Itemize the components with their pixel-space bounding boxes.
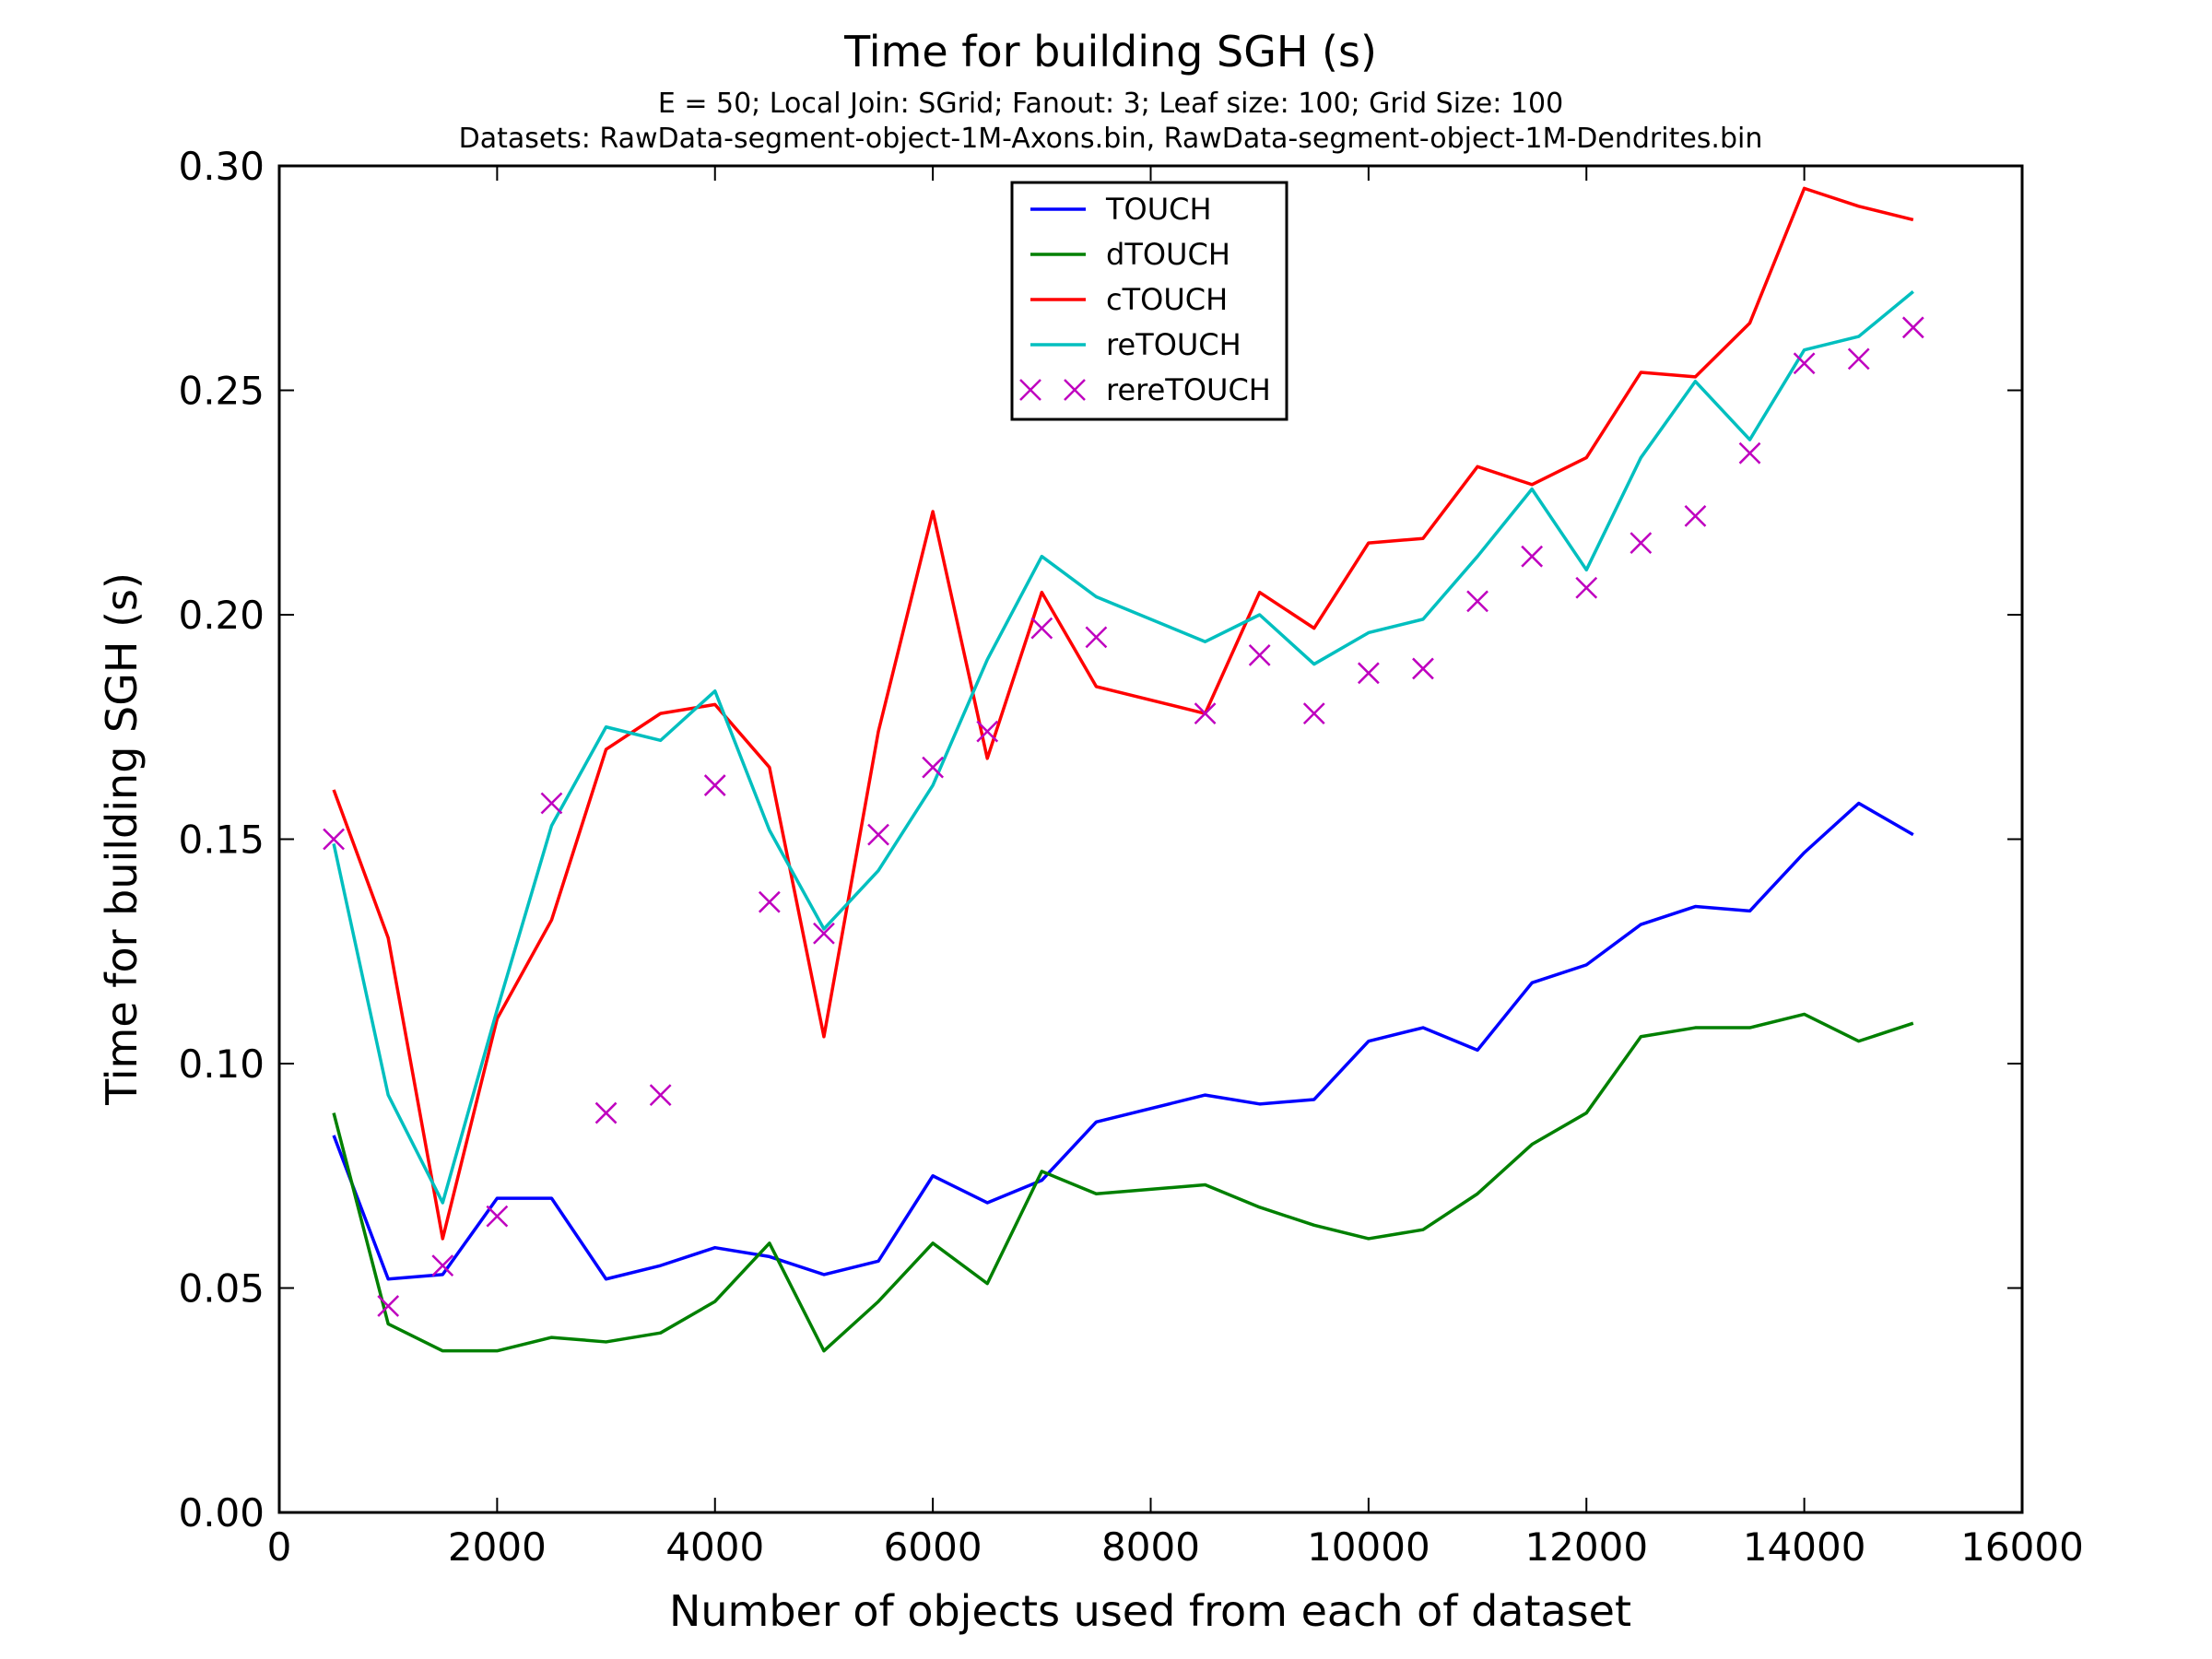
legend-label-touch: TOUCH <box>1105 192 1212 227</box>
data-point-reretouch <box>649 1084 672 1106</box>
plot-area <box>323 186 1924 1353</box>
chart-title: Time for building SGH (s) <box>843 27 1377 76</box>
data-point-reretouch <box>1357 662 1380 685</box>
x-tick-label: 6000 <box>884 1524 982 1570</box>
data-point-reretouch <box>1901 316 1924 339</box>
data-point-reretouch <box>758 890 781 913</box>
data-point-reretouch <box>1847 347 1870 371</box>
y-tick-label: 0.25 <box>178 369 265 414</box>
data-point-reretouch <box>594 1101 618 1124</box>
legend-swatch-reretouch <box>1019 379 1041 401</box>
data-point-reretouch <box>976 720 999 743</box>
y-axis: 0.00 0.05 0.10 0.15 0.20 0.25 0.30 <box>178 144 2022 1535</box>
series-line-retouch <box>332 290 1914 1205</box>
series-markers-reretouch <box>323 316 1924 1317</box>
data-point-reretouch <box>1194 702 1217 725</box>
data-point-reretouch <box>1412 657 1434 680</box>
x-tick-label: 0 <box>267 1524 292 1570</box>
data-point-reretouch <box>922 756 945 779</box>
y-tick-label: 0.10 <box>178 1041 265 1087</box>
y-tick-label: 0.00 <box>178 1490 265 1535</box>
data-point-reretouch <box>1684 504 1707 527</box>
series-line-dtouch <box>332 1012 1914 1353</box>
y-tick-label: 0.05 <box>178 1266 265 1312</box>
series-line-touch <box>332 801 1914 1281</box>
data-point-reretouch <box>1630 532 1653 554</box>
x-tick-label: 12000 <box>1524 1524 1648 1570</box>
x-tick-label: 4000 <box>665 1524 764 1570</box>
legend-label-reretouch: rereTOUCH <box>1106 372 1271 407</box>
legend-label-ctouch: cTOUCH <box>1106 282 1228 317</box>
x-tick-label: 2000 <box>448 1524 547 1570</box>
legend-swatch-reretouch <box>1064 379 1086 401</box>
legend-label-retouch: reTOUCH <box>1106 327 1241 362</box>
data-point-reretouch <box>1575 576 1598 599</box>
data-point-reretouch <box>486 1205 509 1228</box>
chart-subtitle-line2: Datasets: RawData-segment-object-1M-Axon… <box>459 123 1763 155</box>
data-point-reretouch <box>1085 626 1108 649</box>
y-tick-label: 0.15 <box>178 818 265 863</box>
series-line-ctouch <box>332 186 1914 1241</box>
x-tick-label: 8000 <box>1101 1524 1200 1570</box>
y-tick-label: 0.30 <box>178 144 265 189</box>
chart-subtitle-line1: E = 50; Local Join: SGrid; Fanout: 3; Le… <box>658 88 1563 120</box>
data-point-reretouch <box>1793 352 1816 375</box>
y-axis-label: Time for building SGH (s) <box>97 572 147 1106</box>
data-point-reretouch <box>1030 617 1053 640</box>
data-point-reretouch <box>431 1254 454 1277</box>
data-point-reretouch <box>867 823 889 846</box>
legend-label-dtouch: dTOUCH <box>1106 237 1230 272</box>
x-axis: 0 2000 4000 6000 8000 10000 12000 14000 16000 <box>267 166 2084 1570</box>
data-point-reretouch <box>703 774 726 796</box>
data-point-reretouch <box>1248 643 1271 666</box>
data-point-reretouch <box>1738 441 1761 465</box>
data-point-reretouch <box>1521 545 1544 568</box>
x-tick-label: 10000 <box>1307 1524 1430 1570</box>
data-point-reretouch <box>1302 702 1325 725</box>
x-tick-label: 16000 <box>1960 1524 2084 1570</box>
data-point-reretouch <box>323 828 345 851</box>
y-tick-label: 0.20 <box>178 593 265 638</box>
x-tick-label: 14000 <box>1743 1524 1866 1570</box>
data-point-reretouch <box>377 1295 400 1317</box>
data-point-reretouch <box>1466 590 1488 613</box>
legend: TOUCH dTOUCH cTOUCH reTOUCH rereTOUCH <box>1010 181 1288 421</box>
data-point-reretouch <box>813 922 835 945</box>
x-axis-label: Number of objects used from each of data… <box>669 1586 1631 1636</box>
data-point-reretouch <box>540 792 563 815</box>
